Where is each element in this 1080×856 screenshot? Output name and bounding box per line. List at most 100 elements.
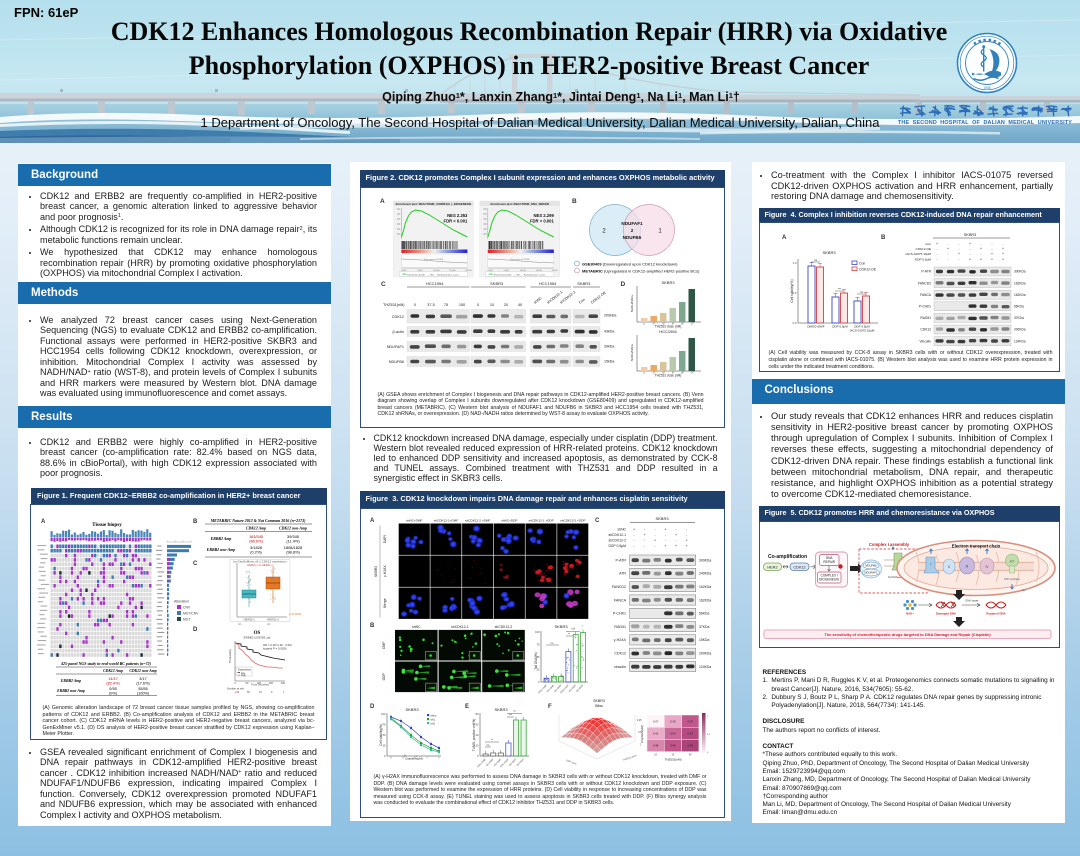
svg-text:IACS-01075 10μM: IACS-01075 10μM xyxy=(849,329,874,333)
svg-text:20: 20 xyxy=(671,754,674,757)
svg-text:shNC: shNC xyxy=(412,625,421,629)
svg-text:high: high xyxy=(241,673,246,677)
svg-text:THZ531(nM): THZ531(nM) xyxy=(664,758,681,762)
svg-text:shNC+DMF: shNC+DMF xyxy=(477,758,487,768)
svg-text:+: + xyxy=(685,539,687,543)
svg-text:Con: Con xyxy=(859,262,865,266)
svg-text:SKBR3: SKBR3 xyxy=(554,624,568,629)
svg-text:0.49: 0.49 xyxy=(687,744,693,748)
svg-text:20: 20 xyxy=(475,744,478,748)
svg-text:43kDa: 43kDa xyxy=(604,329,614,333)
svg-text:sh2+DDP: sh2+DDP xyxy=(576,684,584,692)
svg-text:ATP synthase: ATP synthase xyxy=(1004,577,1020,581)
svg-text:Enrichment profile: Enrichment profile xyxy=(493,273,511,276)
svg-text:Zero cross at 12203: Zero cross at 12203 xyxy=(510,258,530,261)
svg-text:+: + xyxy=(674,533,676,537)
svg-text:0: 0 xyxy=(234,682,236,685)
svg-text:Expression: Expression xyxy=(238,668,251,672)
svg-text:shCDK12-1+DMF: shCDK12-1+DMF xyxy=(433,519,458,523)
svg-text:+: + xyxy=(936,242,938,246)
svg-text:B: B xyxy=(881,235,886,241)
svg-text:0: 0 xyxy=(642,322,646,326)
svg-text:γ-H2AX: γ-H2AX xyxy=(383,565,387,577)
svg-text:40: 40 xyxy=(517,303,521,307)
svg-text:E: E xyxy=(465,704,469,710)
svg-text:DNA: DNA xyxy=(825,556,833,560)
svg-text:5,000: 5,000 xyxy=(503,270,509,272)
svg-text:Ranking metric scores: Ranking metric scores xyxy=(437,273,460,276)
svg-text:0.43: 0.43 xyxy=(670,719,676,723)
svg-text:+: + xyxy=(674,544,676,548)
svg-text:CNV: CNV xyxy=(183,606,191,610)
svg-text:B: B xyxy=(370,623,375,629)
svg-text:80: 80 xyxy=(680,370,684,374)
svg-text:23: 23 xyxy=(259,691,262,694)
svg-text:0.48: 0.48 xyxy=(652,744,658,748)
svg-text:**: ** xyxy=(490,738,492,742)
svg-text:-: - xyxy=(958,258,959,262)
svg-text:ERBB2 (203395_at): ERBB2 (203395_at) xyxy=(243,636,270,640)
svg-text:300KDa: 300KDa xyxy=(699,558,711,562)
svg-text:FANCD2: FANCD2 xyxy=(611,585,625,589)
svg-text:(86.6%): (86.6%) xyxy=(249,539,263,544)
svg-text:(100%): (100%) xyxy=(136,692,149,696)
svg-text:0: 0 xyxy=(707,752,709,754)
svg-text:200kDa: 200kDa xyxy=(604,313,616,317)
svg-text:10,000: 10,000 xyxy=(433,270,440,272)
svg-text:Con: Con xyxy=(578,297,586,304)
svg-text:II: II xyxy=(948,565,950,569)
svg-text:55/55: 55/55 xyxy=(138,687,148,691)
svg-text:CDK12 Amp: CDK12 Amp xyxy=(103,669,123,673)
svg-text:2: 2 xyxy=(602,228,606,234)
svg-text:20,000: 20,000 xyxy=(551,270,558,272)
svg-text:(0%): (0%) xyxy=(108,692,117,696)
svg-text:240KDa: 240KDa xyxy=(699,572,711,576)
svg-text:+: + xyxy=(1002,247,1004,251)
svg-text:20: 20 xyxy=(503,303,507,307)
svg-text:-: - xyxy=(980,242,981,246)
svg-text:124KDa: 124KDa xyxy=(1014,340,1026,344)
svg-text:-: - xyxy=(654,533,656,537)
svg-text:ERBB2 Amp: ERBB2 Amp xyxy=(209,537,231,541)
svg-text:-: - xyxy=(675,539,677,543)
svg-text:20: 20 xyxy=(661,370,665,374)
svg-text:3/1828: 3/1828 xyxy=(250,545,262,550)
svg-text:162KDa: 162KDa xyxy=(1014,293,1026,297)
svg-text:MUT: MUT xyxy=(183,618,190,622)
svg-text:ERBB2 non-Amp: ERBB2 non-Amp xyxy=(205,548,234,552)
svg-text:ERBB2 non-Amp: ERBB2 non-Amp xyxy=(56,689,85,693)
svg-text:DAPI: DAPI xyxy=(383,535,387,543)
svg-text:C: C xyxy=(381,281,386,288)
svg-text:300KDa: 300KDa xyxy=(1014,270,1026,274)
svg-text:25: 25 xyxy=(382,744,385,748)
svg-text:+: + xyxy=(947,247,949,251)
svg-text:****: **** xyxy=(570,627,574,631)
svg-text:***: *** xyxy=(508,713,511,717)
svg-text:37KDa: 37KDa xyxy=(1014,316,1024,320)
svg-text:0.25: 0.25 xyxy=(636,719,641,722)
svg-text:I: I xyxy=(930,562,931,566)
svg-text:DDP 0.5μM: DDP 0.5μM xyxy=(915,258,931,262)
svg-text:Electron transport chain: Electron transport chain xyxy=(951,543,1000,548)
svg-text:SKBR3: SKBR3 xyxy=(374,566,378,577)
svg-text:15,000: 15,000 xyxy=(449,270,456,272)
svg-text:Cisplatin(μM): Cisplatin(μM) xyxy=(640,725,644,743)
svg-text:-: - xyxy=(969,253,970,257)
svg-text:SKBR3: SKBR3 xyxy=(593,699,605,703)
svg-text:15,000: 15,000 xyxy=(535,270,542,272)
svg-text:sh1+DMF: sh1+DMF xyxy=(546,684,555,693)
svg-text:shNC+DMF: shNC+DMF xyxy=(538,684,548,694)
svg-text:100: 100 xyxy=(381,712,386,716)
svg-text:200KDa: 200KDa xyxy=(699,652,711,656)
svg-text:n=...: n=... xyxy=(267,622,273,626)
svg-text:sh1+DDP: sh1+DDP xyxy=(568,684,576,692)
svg-text:CDK12: CDK12 xyxy=(614,652,626,656)
svg-text:-: - xyxy=(991,242,992,246)
svg-text:DDP 0.5μM: DDP 0.5μM xyxy=(608,544,626,548)
svg-text:CDK12: CDK12 xyxy=(920,328,931,332)
svg-text:III: III xyxy=(965,564,968,568)
svg-text:NADH/NAD+: NADH/NAD+ xyxy=(630,343,634,361)
svg-text:-: - xyxy=(947,253,948,257)
svg-text:sh2+DMF: sh2+DMF xyxy=(554,684,563,693)
svg-text:Probability: Probability xyxy=(228,648,232,663)
